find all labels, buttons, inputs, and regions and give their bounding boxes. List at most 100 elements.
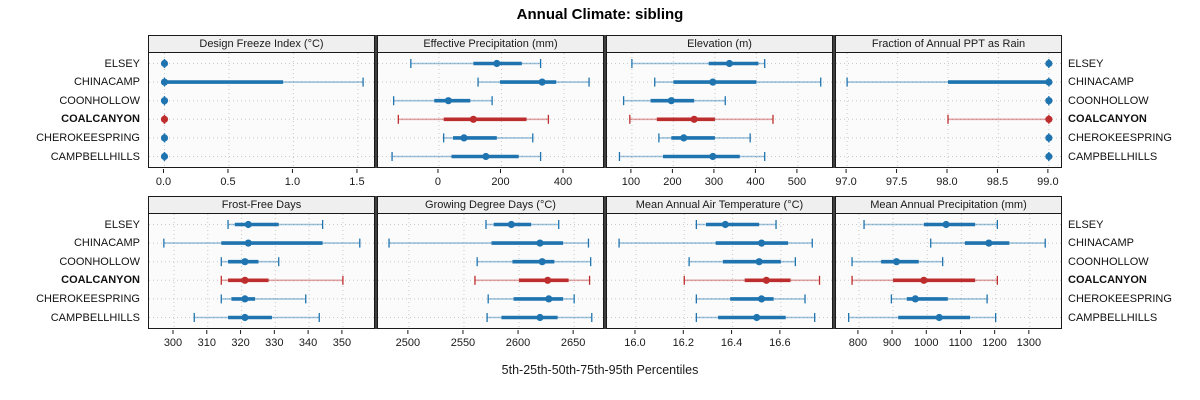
- x-axis-canvas: 100 200 300 400 500: [622, 169, 806, 188]
- median-dot: [460, 134, 468, 142]
- percentile-whisker-coalcanyon: [629, 114, 774, 124]
- site-label-right-coonhollow: COONHOLLOW: [1068, 255, 1149, 268]
- percentile-whisker-coalcanyon: [160, 114, 169, 124]
- percentile-whisker-coalcanyon: [683, 275, 821, 285]
- site-label-left-chinacamp: CHINACAMP: [73, 76, 140, 89]
- percentile-whisker-campbellhills: [391, 152, 542, 161]
- panel-canvas: [149, 214, 376, 329]
- axis-tick-label: 310: [198, 337, 216, 349]
- median-dot: [444, 97, 452, 105]
- x-axis-canvas: 2500 2550 2600 2650: [396, 330, 585, 349]
- axis-tick-label: 1.5: [349, 176, 364, 188]
- median-dot: [1045, 97, 1053, 105]
- panel-plot-effective-precipitation-mm: [377, 53, 605, 168]
- median-dot: [1045, 78, 1053, 86]
- site-label-left-elsey: ELSEY: [104, 218, 140, 231]
- panel-plot-mean-annual-air-temperature-c: [606, 214, 834, 329]
- panel-plot-growing-degree-days-c: [377, 214, 605, 329]
- median-dot: [1045, 115, 1053, 123]
- x-axis-canvas: 0 200 400: [435, 169, 572, 188]
- panel-canvas: [149, 53, 376, 168]
- axis-tick-label: 100: [622, 176, 640, 188]
- panel-plot-elevation-m: [606, 53, 834, 168]
- x-axis-mean-annual-air-temperature-c: 16.0 16.2 16.4 16.6: [606, 330, 833, 352]
- axis-tick-label: 0: [435, 176, 441, 188]
- panel-strip-effective-precipitation-mm: Effective Precipitation (mm): [377, 35, 604, 53]
- median-dot: [709, 78, 717, 86]
- panel-canvas: [607, 214, 834, 329]
- panel-gridlines: [378, 214, 605, 329]
- axis-tick-label: 320: [231, 337, 249, 349]
- x-axis-canvas: 800 900 1000 1100 1200 1300: [849, 330, 1041, 349]
- median-dot: [753, 313, 761, 322]
- panel-canvas: [378, 53, 605, 168]
- axis-tick-label: 98.0: [936, 176, 957, 188]
- percentile-whisker-chinacamp: [846, 77, 1053, 87]
- median-dot: [241, 295, 249, 303]
- panel-plot-design-freeze-index-c: [148, 53, 376, 168]
- site-label-left-coonhollow: COONHOLLOW: [59, 94, 140, 107]
- panel-strip-fraction-of-annual-ppt-as-rain: Fraction of Annual PPT as Rain: [835, 35, 1062, 53]
- axis-tick-label: 340: [299, 337, 317, 349]
- site-label-right-campbellhills: CAMPBELLHILLS: [1068, 150, 1158, 163]
- x-axis-design-freeze-index-c: 0.0 0.5 1.0 1.5: [148, 169, 375, 191]
- panel-gridlines: [607, 214, 834, 329]
- percentile-whisker-coonhollow: [688, 257, 797, 267]
- site-label-left-campbellhills: CAMPBELLHILLS: [50, 311, 140, 324]
- median-dot: [1045, 134, 1053, 142]
- panel-canvas: [607, 53, 834, 168]
- percentile-whisker-coonhollow: [392, 96, 493, 106]
- axis-tick-label: 1200: [982, 337, 1006, 349]
- panel-gridlines: [607, 53, 834, 168]
- axis-tick-label: 500: [788, 176, 806, 188]
- median-dot: [544, 276, 552, 284]
- percentile-whisker-cherokeespring: [487, 294, 575, 304]
- percentile-whisker-chinacamp: [160, 77, 364, 87]
- percentile-whisker-cherokeespring: [890, 294, 988, 304]
- axis-tick-label: 1300: [1017, 337, 1041, 349]
- median-dot: [1045, 59, 1053, 68]
- panel-strip-design-freeze-index-c: Design Freeze Index (°C): [148, 35, 375, 53]
- site-label-right-cherokeespring: CHEROKEESPRING: [1068, 292, 1172, 305]
- axis-tick-label: 400: [554, 176, 572, 188]
- panel-divider: [604, 196, 606, 329]
- panel-plot-fraction-of-annual-ppt-as-rain: [835, 53, 1063, 168]
- x-axis-canvas: 300 310 320 330 340 350: [164, 330, 351, 349]
- median-dot: [536, 239, 544, 247]
- site-label-right-cherokeespring: CHEROKEESPRING: [1068, 131, 1172, 144]
- site-label-left-elsey: ELSEY: [104, 57, 140, 70]
- median-dot: [241, 276, 249, 284]
- site-label-left-campbellhills: CAMPBELLHILLS: [50, 150, 140, 163]
- axis-tick-label: 97.5: [886, 176, 907, 188]
- percentile-whisker-elsey: [160, 59, 169, 68]
- median-dot: [1045, 152, 1053, 161]
- median-dot: [244, 239, 252, 247]
- panel-strip-growing-degree-days-c: Growing Degree Days (°C): [377, 196, 604, 214]
- panel-divider: [833, 196, 835, 329]
- x-axis-canvas: 0.0 0.5 1.0 1.5: [156, 169, 365, 188]
- percentile-whisker-campbellhills: [1045, 152, 1053, 161]
- axis-tick-label: 200: [491, 176, 509, 188]
- percentile-whisker-chinacamp: [654, 77, 822, 87]
- median-dot: [160, 78, 169, 86]
- panel-strip-frost-free-days: Frost-Free Days: [148, 196, 375, 214]
- axis-tick-label: 330: [265, 337, 283, 349]
- percentile-whisker-campbellhills: [160, 152, 169, 161]
- percentile-whisker-elsey: [863, 220, 999, 229]
- panel-divider: [833, 35, 835, 168]
- percentile-whisker-elsey: [227, 220, 324, 229]
- x-axis-elevation-m: 100 200 300 400 500: [606, 169, 833, 191]
- percentile-whisker-coalcanyon: [220, 275, 344, 285]
- percentile-whisker-chinacamp: [930, 238, 1046, 248]
- percentile-whisker-cherokeespring: [695, 294, 806, 304]
- panel-strip-mean-annual-precipitation-mm: Mean Annual Precipitation (mm): [835, 196, 1062, 214]
- x-axis-frost-free-days: 300 310 320 330 340 350: [148, 330, 375, 352]
- median-dot: [757, 239, 766, 247]
- site-label-left-coonhollow: COONHOLLOW: [59, 255, 140, 268]
- axis-tick-label: 16.0: [624, 337, 645, 349]
- median-dot: [757, 295, 766, 303]
- axis-tick-label: 2550: [451, 337, 475, 349]
- site-label-left-cherokeespring: CHEROKEESPRING: [36, 292, 140, 305]
- percentile-whisker-chinacamp: [618, 238, 813, 248]
- x-axis-canvas: 16.0 16.2 16.4 16.6: [624, 330, 791, 349]
